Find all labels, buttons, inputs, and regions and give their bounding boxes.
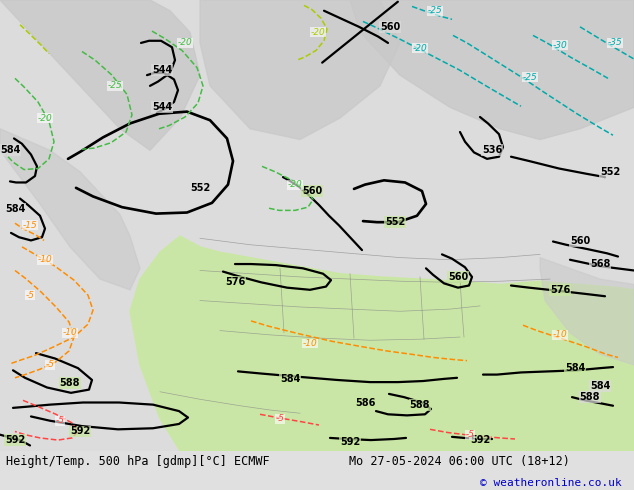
Text: 592: 592 [70, 426, 90, 437]
Text: -20: -20 [311, 28, 325, 37]
Text: 544: 544 [152, 102, 172, 112]
Text: -20: -20 [37, 114, 53, 122]
Text: © weatheronline.co.uk: © weatheronline.co.uk [479, 478, 621, 489]
Text: 584: 584 [565, 363, 585, 373]
Text: 592: 592 [5, 435, 25, 445]
Text: 592: 592 [470, 435, 490, 445]
Text: 544: 544 [152, 65, 172, 75]
Text: 584: 584 [5, 204, 25, 214]
Polygon shape [0, 129, 140, 290]
Text: -10: -10 [63, 328, 77, 337]
Text: -30: -30 [553, 41, 567, 49]
Polygon shape [130, 236, 634, 451]
Polygon shape [350, 0, 634, 140]
Text: -20: -20 [413, 44, 427, 53]
Text: -25: -25 [108, 81, 122, 90]
Text: 584: 584 [590, 381, 610, 392]
Text: 576: 576 [550, 285, 570, 295]
Text: 576: 576 [225, 277, 245, 287]
Text: 584: 584 [0, 145, 20, 155]
Text: -10: -10 [553, 330, 567, 340]
Text: -25: -25 [427, 6, 443, 15]
Text: -5: -5 [276, 414, 285, 423]
Text: 560: 560 [380, 22, 400, 32]
Text: -15: -15 [23, 221, 37, 230]
Polygon shape [200, 0, 400, 140]
Text: -25: -25 [522, 73, 538, 82]
Text: Height/Temp. 500 hPa [gdmp][°C] ECMWF: Height/Temp. 500 hPa [gdmp][°C] ECMWF [6, 455, 270, 468]
Text: -10: -10 [37, 255, 53, 264]
Text: -5: -5 [465, 430, 474, 439]
Text: -20: -20 [178, 38, 192, 48]
Text: -10: -10 [302, 339, 318, 348]
Text: 560: 560 [448, 272, 468, 282]
Text: -5: -5 [25, 291, 34, 300]
Text: 552: 552 [600, 167, 620, 177]
Polygon shape [540, 258, 634, 365]
Text: 592: 592 [340, 437, 360, 447]
Text: 588: 588 [60, 378, 81, 388]
Text: -5: -5 [46, 361, 55, 369]
Text: Mo 27-05-2024 06:00 UTC (18+12): Mo 27-05-2024 06:00 UTC (18+12) [349, 455, 569, 468]
Text: 588: 588 [410, 400, 430, 410]
Text: 584: 584 [280, 374, 300, 384]
Text: 536: 536 [482, 145, 502, 155]
Text: -5: -5 [56, 416, 65, 425]
Text: -20: -20 [288, 180, 302, 189]
Text: 560: 560 [302, 186, 322, 196]
Text: 560: 560 [570, 237, 590, 246]
Text: 586: 586 [355, 397, 375, 408]
Polygon shape [0, 0, 200, 150]
Text: 568: 568 [590, 259, 610, 269]
Text: 552: 552 [385, 217, 405, 227]
Text: 588: 588 [579, 392, 600, 402]
Text: 552: 552 [190, 183, 210, 193]
Text: -35: -35 [607, 38, 623, 48]
